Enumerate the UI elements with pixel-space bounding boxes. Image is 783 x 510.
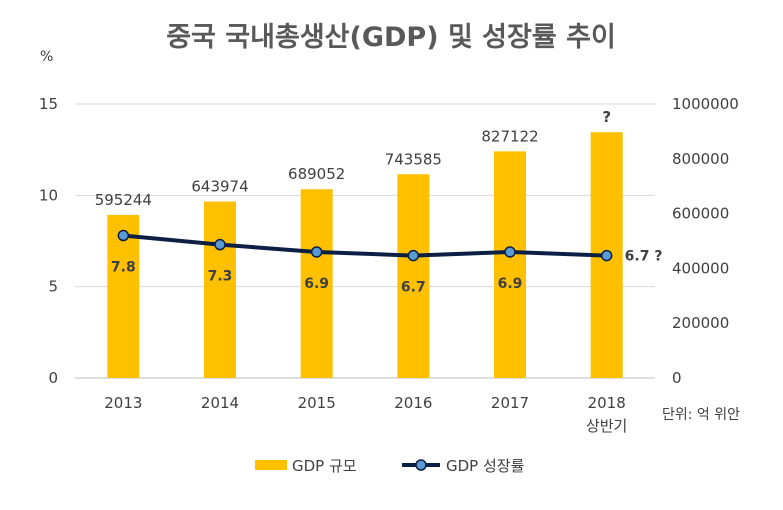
x-tick-label: 2017 xyxy=(491,394,529,412)
x-tick-sublabel: 상반기 xyxy=(586,417,627,435)
right-tick-label: 400000 xyxy=(672,259,729,277)
legend-swatch-bar xyxy=(255,460,287,470)
bar xyxy=(107,214,140,378)
right-tick-label: 1000000 xyxy=(672,95,739,113)
line-marker xyxy=(600,249,613,262)
x-tick-label: 2018 xyxy=(588,394,626,412)
x-tick-label: 2016 xyxy=(394,394,432,412)
line-marker xyxy=(504,246,516,258)
right-tick-label: 600000 xyxy=(672,205,729,223)
right-tick-label: 800000 xyxy=(672,150,729,168)
line-data-label: 6.9 xyxy=(304,276,329,292)
bar-data-labels: 595244 643974 689052 743585 827122? xyxy=(95,108,611,209)
line-marker xyxy=(407,249,420,262)
left-tick-label: 0 xyxy=(48,369,58,387)
line-data-label: 6.7 ? xyxy=(625,249,663,265)
line-marker xyxy=(214,238,226,251)
bar-data-label: 689052 xyxy=(288,165,345,183)
right-tick-label: 0 xyxy=(672,369,682,387)
line-marker xyxy=(310,246,323,258)
legend-label-bar: GDP 규모 xyxy=(292,457,357,475)
legend-label-line: GDP 성장률 xyxy=(446,457,525,475)
right-axis-unit-note: 단위: 억 위안 xyxy=(662,407,740,423)
x-axis-ticks: 2013 2014 2015 2016 2017 2018 상반기 xyxy=(104,394,627,435)
bar xyxy=(494,151,526,378)
left-axis-unit: % xyxy=(40,49,53,65)
line-data-label: 7.3 xyxy=(208,269,233,285)
chart-title: 중국 국내총생산(GDP) 및 성장률 추이 xyxy=(166,22,616,53)
line-data-label: 6.9 xyxy=(498,276,523,292)
right-tick-label: 200000 xyxy=(672,314,729,332)
left-tick-label: 5 xyxy=(48,278,58,296)
line-series xyxy=(117,229,613,262)
left-axis-ticks: 0 5 10 15 xyxy=(39,95,58,387)
bar-data-label: ? xyxy=(602,108,611,126)
legend: GDP 규모 GDP 성장률 xyxy=(255,457,525,475)
bar-data-label: 827122 xyxy=(481,127,538,145)
line-data-labels: 7.8 7.3 6.9 6.7 6.9 6.7 ? xyxy=(111,249,663,296)
growth-line xyxy=(123,233,607,258)
right-axis-ticks: 0 200000 400000 600000 800000 1000000 xyxy=(672,95,739,387)
bar xyxy=(397,174,430,378)
bar xyxy=(204,201,236,378)
line-data-label: 7.8 xyxy=(111,260,136,276)
bar xyxy=(300,189,333,378)
legend-marker-line xyxy=(415,459,427,471)
bar-data-label: 595244 xyxy=(95,191,152,209)
line-marker xyxy=(117,229,130,242)
gridlines xyxy=(75,103,655,379)
x-tick-label: 2013 xyxy=(104,394,142,412)
left-tick-label: 10 xyxy=(39,186,58,204)
bar-series xyxy=(107,132,623,378)
x-tick-label: 2014 xyxy=(201,394,239,412)
line-data-label: 6.7 xyxy=(401,280,426,296)
x-tick-label: 2015 xyxy=(298,394,336,412)
left-tick-label: 15 xyxy=(39,95,58,113)
bar-data-label: 643974 xyxy=(191,178,248,196)
bar-data-label: 743585 xyxy=(385,150,442,168)
